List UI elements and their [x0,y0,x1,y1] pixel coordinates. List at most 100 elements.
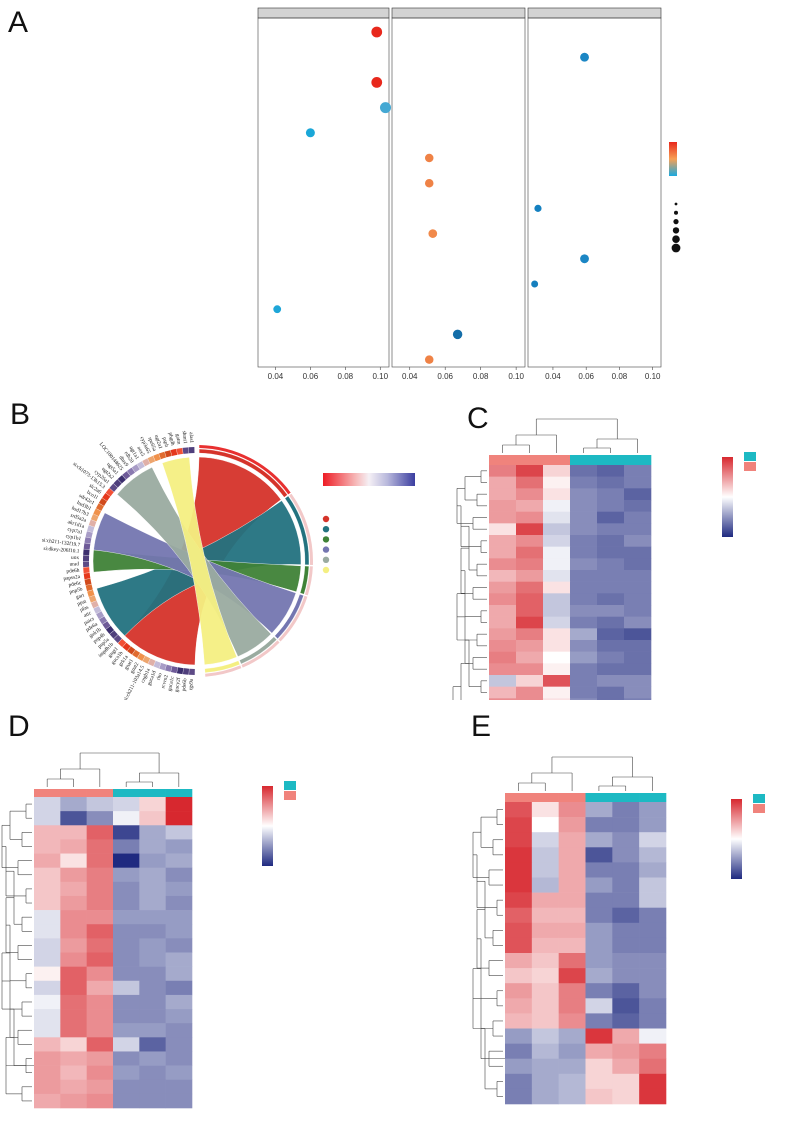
heatmap-cell [558,907,586,924]
heatmap-cell [86,895,114,911]
gene-sector [88,595,97,603]
heatmap-cell [489,593,517,606]
gene-sector [170,448,178,456]
heatmap-cell [86,881,114,897]
heatmap-cell [624,593,652,606]
gene-label: uox [71,555,79,561]
heatmap-cell [489,570,517,582]
gene-sector [83,567,90,574]
heatmap-cell [86,867,114,883]
heatmap-cell [139,797,166,812]
heatmap-d [1,752,296,1109]
heatmap-cell [516,593,544,606]
gene-sector [117,475,126,484]
heatmap-cell [516,558,544,571]
heatmap-cell [34,867,61,883]
heatmap-cell [612,1013,640,1029]
x-tick-label: 0.10 [508,372,524,381]
heatmap-cell [531,983,559,999]
heatmap-cell [139,825,166,840]
heatmap-cell [612,953,640,969]
heatmap-cell [543,640,571,652]
heatmap-cell [597,628,625,641]
gene-sector [165,664,172,672]
heatmap-cell [516,581,544,594]
gene-sector [83,572,91,580]
group-bar-cell [624,455,652,465]
heatmap-cell [585,1088,613,1105]
heatmap-cell [139,1065,166,1081]
gene-sector [99,616,108,625]
heatmap-cell [34,797,61,812]
heatmap-cell [558,1073,586,1090]
gene-sector [176,447,183,455]
facet-frame-mf [527,17,662,368]
heatmap-cell [86,811,114,826]
heatmap-cell [86,1065,114,1081]
group-bar-cell [531,793,559,802]
dot-g-protein-coupled-photoreceptor-activity [531,280,539,288]
gene-label: rho [156,672,164,681]
gene-sector [142,655,151,664]
heatmap-cell [34,1009,61,1024]
heatmap-cell [624,686,652,699]
heatmap-cell [570,581,598,594]
heatmap-cell [60,839,87,854]
heatmap-cell [531,862,559,878]
heatmap-cell [558,862,586,878]
heatmap-cell [624,663,652,676]
heatmap-cell [585,862,613,878]
heatmap-cell [139,1079,166,1095]
legend-color-bar [669,142,677,176]
heatmap-cell [585,1073,613,1090]
gene-label: rdh20 [123,451,135,465]
gene-label: gart [75,592,85,600]
group-bar-cell [86,789,114,797]
heatmap-cell [531,892,559,908]
gene-sector [126,467,136,476]
heatmap-cell [624,511,652,524]
heatmap-cell [60,811,87,826]
heatmap-cell [516,616,544,629]
gene-label: cyp1b1 [65,533,82,542]
heatmap-cell [60,881,87,897]
pathway-sector-3 [274,594,304,639]
gene-sector [87,525,95,533]
heatmap-cell [165,895,193,911]
pathway-pvalue-band [241,640,280,668]
heatmap-cell [597,511,625,524]
heatmap-cell [624,570,652,582]
panel-label-d: D [8,710,30,743]
heatmap-cell [639,1058,667,1075]
heatmap-cell [34,1037,61,1052]
heatmap-cell [612,802,640,818]
heatmap-cell [139,938,166,953]
heatmap-cell [516,675,544,687]
gene-sector [127,646,136,655]
heatmap-cell [558,1028,586,1044]
gene-sector [136,461,145,470]
pathway-legend-swatch [322,556,330,563]
group-legend-swatch [753,794,765,803]
heatmap-cell [139,867,166,883]
heatmap-cell [585,953,613,969]
gene-label: phgdh [167,432,176,447]
gene-sector [84,578,92,586]
heatmap-cell [612,1073,640,1090]
heatmap-cell [570,605,598,617]
heatmap-cell [113,1065,140,1081]
heatmap-cell [60,1065,87,1081]
heatmap-cell [531,832,559,848]
dot-tetrapyrrole-binding [580,52,589,62]
heatmap-cell [639,907,667,924]
heatmap-cell [139,881,166,897]
heatmap-cell [597,581,625,594]
heatmap-cell [558,892,586,908]
heatmap-cell [639,832,667,848]
heatmap-cell [165,797,193,812]
heatmap-cell [165,853,193,868]
heatmap-cell [612,847,640,863]
gene-label: rcvrn2 [160,674,169,689]
heatmap-cell [612,983,640,999]
heatmap-cell [558,1058,586,1075]
